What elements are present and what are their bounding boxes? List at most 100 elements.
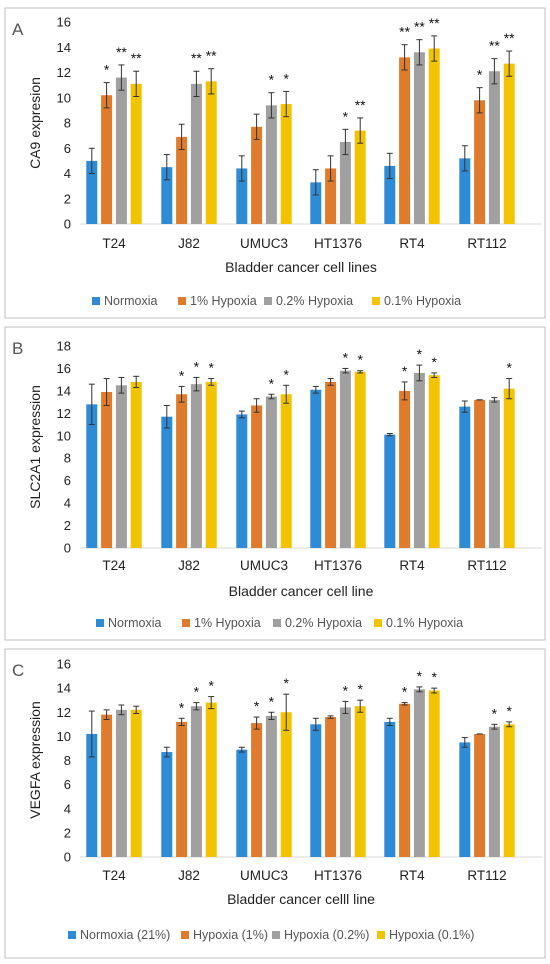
bar bbox=[265, 715, 277, 857]
bar bbox=[251, 723, 263, 857]
y-tick-label: 10 bbox=[57, 729, 71, 744]
x-tick-label: UMUC3 bbox=[240, 558, 288, 573]
category-group-umuc3: * * UMUC3 bbox=[236, 366, 292, 573]
bar bbox=[354, 706, 366, 857]
x-axis-title: Bladder cancer celll line bbox=[227, 891, 375, 907]
bar bbox=[428, 690, 440, 857]
bar bbox=[176, 394, 188, 548]
bar bbox=[413, 52, 425, 224]
y-tick-label: 14 bbox=[57, 383, 71, 398]
significance-marker: * bbox=[269, 375, 275, 391]
legend-label: Normoxia bbox=[108, 616, 162, 630]
bar bbox=[503, 63, 515, 224]
bar bbox=[399, 390, 411, 548]
bar bbox=[161, 416, 173, 548]
x-tick-label: HT1376 bbox=[314, 236, 362, 251]
category-group-ht1376: * * HT1376 bbox=[310, 681, 366, 883]
x-tick-label: J82 bbox=[178, 868, 200, 883]
y-tick-label: 16 bbox=[57, 657, 71, 672]
chart-panel-b: B 0 2 4 6 8 10 12 14 16 18 SLC2A1 expression T24 * * * J… bbox=[4, 326, 546, 641]
significance-marker: * bbox=[506, 703, 512, 719]
panel-border bbox=[4, 7, 546, 319]
significance-marker: * bbox=[283, 366, 289, 382]
x-tick-label: RT4 bbox=[399, 236, 425, 251]
significance-marker: * bbox=[283, 70, 289, 86]
significance-marker: * bbox=[477, 67, 483, 83]
y-tick-label: 4 bbox=[64, 496, 71, 511]
bar bbox=[310, 389, 322, 548]
bar bbox=[205, 381, 217, 548]
y-tick-label: 14 bbox=[57, 681, 71, 696]
significance-marker: * bbox=[417, 346, 423, 362]
panel-letter: A bbox=[12, 20, 24, 39]
panel-letter: C bbox=[12, 661, 24, 680]
y-tick-label: 6 bbox=[64, 473, 71, 488]
bar bbox=[86, 404, 98, 548]
significance-marker: * bbox=[357, 681, 363, 697]
significance-marker: * bbox=[269, 72, 275, 88]
bar bbox=[130, 83, 142, 224]
legend: Normoxia 1% Hypoxia 0.2% Hypoxia 0.1% Hypox… bbox=[96, 616, 463, 630]
legend-label: 0.2% Hypoxia bbox=[285, 616, 362, 630]
y-tick-label: 16 bbox=[57, 15, 71, 30]
category-group-rt112: * * RT112 bbox=[459, 703, 515, 883]
category-group-t24: T24 bbox=[86, 375, 142, 573]
category-group-rt112: *** **RT112 bbox=[459, 30, 515, 251]
bar bbox=[280, 394, 292, 548]
x-tick-label: T24 bbox=[102, 236, 126, 251]
bar bbox=[115, 385, 127, 548]
bar bbox=[413, 689, 425, 857]
y-tick-label: 0 bbox=[64, 217, 71, 232]
category-group-j82: * * * J82 bbox=[161, 678, 217, 883]
y-tick-label: 12 bbox=[57, 705, 71, 720]
bar bbox=[236, 168, 248, 224]
bar bbox=[488, 726, 500, 857]
x-tick-label: J82 bbox=[178, 558, 200, 573]
legend-swatch bbox=[377, 931, 385, 939]
legend-swatch bbox=[68, 931, 76, 939]
bar bbox=[236, 749, 248, 857]
y-tick-label: 0 bbox=[64, 850, 71, 865]
y-tick-label: 8 bbox=[64, 116, 71, 131]
y-tick-label: 12 bbox=[57, 406, 71, 421]
significance-marker: ** bbox=[414, 19, 425, 35]
y-tick-label: 14 bbox=[57, 40, 71, 55]
bar bbox=[325, 168, 337, 224]
panel-border bbox=[4, 326, 546, 641]
legend-label: 0.2% Hypoxia bbox=[276, 294, 353, 308]
y-tick-label: 6 bbox=[64, 777, 71, 792]
x-tick-label: HT1376 bbox=[314, 868, 362, 883]
significance-marker: * bbox=[357, 352, 363, 368]
bar bbox=[474, 399, 486, 548]
category-group-j82: * * * J82 bbox=[161, 358, 217, 573]
bar bbox=[101, 392, 113, 548]
bar bbox=[384, 434, 396, 548]
significance-marker: * bbox=[402, 684, 408, 700]
legend-swatch bbox=[181, 931, 189, 939]
bar bbox=[399, 703, 411, 857]
significance-marker: * bbox=[208, 360, 214, 376]
significance-marker: ** bbox=[355, 97, 366, 113]
bar bbox=[399, 57, 411, 224]
x-tick-label: UMUC3 bbox=[240, 236, 288, 251]
y-tick-label: 8 bbox=[64, 753, 71, 768]
legend-label: Hypoxia (0.2%) bbox=[284, 928, 369, 942]
x-tick-label: RT4 bbox=[399, 558, 425, 573]
significance-marker: ** bbox=[131, 50, 142, 66]
bar bbox=[86, 160, 98, 224]
y-tick-label: 4 bbox=[64, 166, 71, 181]
y-tick-label: 0 bbox=[64, 541, 71, 556]
legend-swatch bbox=[182, 619, 190, 627]
legend-swatch bbox=[264, 297, 272, 305]
y-axis-title: SLC2A1 expression bbox=[27, 385, 43, 509]
x-axis-title: Bladder cancer cell line bbox=[229, 583, 374, 599]
significance-marker: * bbox=[104, 62, 110, 78]
bar bbox=[503, 388, 515, 548]
x-tick-label: UMUC3 bbox=[240, 868, 288, 883]
y-tick-label: 2 bbox=[64, 191, 71, 206]
x-tick-label: RT4 bbox=[399, 868, 425, 883]
bar bbox=[176, 721, 188, 857]
x-tick-label: RT112 bbox=[467, 868, 506, 883]
significance-marker: ** bbox=[429, 15, 440, 31]
bar bbox=[130, 381, 142, 548]
